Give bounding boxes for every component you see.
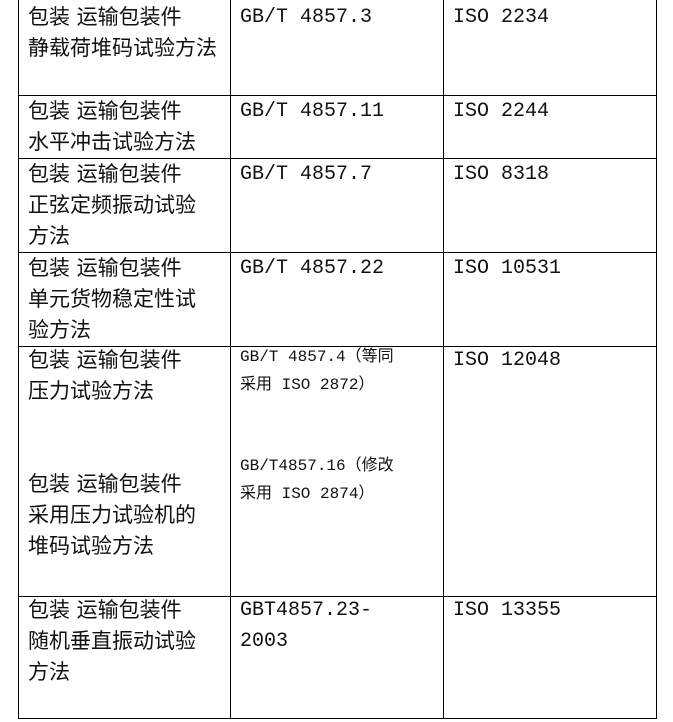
standard-name: 包装 运输包装件 压力试验方法 <box>28 348 182 403</box>
table-row: 包装 运输包装件 随机垂直振动试验 方法 GBT4857.23- 2003 IS… <box>18 597 657 719</box>
standards-table: 包装 运输包装件 静载荷堆码试验方法 GB/T 4857.3 ISO 2234 … <box>18 0 657 719</box>
standard-name: 包装 运输包装件 随机垂直振动试验 方法 <box>28 598 196 684</box>
gb-code-cell: GB/T 4857.4（等同 采用 ISO 2872） GB/T4857.16（… <box>230 347 443 596</box>
standard-name-cell: 包装 运输包装件 压力试验方法 包装 运输包装件 采用压力试验机的 堆码试验方法 <box>18 347 230 596</box>
iso-code-cell: ISO 2244 <box>443 96 657 158</box>
iso-code-cell: ISO 10531 <box>443 253 657 346</box>
gb-code: GB/T 4857.3 <box>240 6 373 29</box>
standard-name-secondary: 包装 运输包装件 采用压力试验机的 堆码试验方法 <box>28 472 196 558</box>
standard-name: 包装 运输包装件 单元货物稳定性试 验方法 <box>28 256 196 342</box>
gb-code-cell: GB/T 4857.22 <box>230 253 443 346</box>
table-row: 包装 运输包装件 水平冲击试验方法 GB/T 4857.11 ISO 2244 <box>18 96 657 159</box>
gb-code: GB/T 4857.7 <box>240 163 373 186</box>
gb-code: GB/T 4857.22 <box>240 257 385 280</box>
standard-name-cell: 包装 运输包装件 静载荷堆码试验方法 <box>18 0 230 95</box>
table-row: 包装 运输包装件 压力试验方法 包装 运输包装件 采用压力试验机的 堆码试验方法… <box>18 347 657 597</box>
gb-code-cell: GB/T 4857.11 <box>230 96 443 158</box>
standard-name: 包装 运输包装件 水平冲击试验方法 <box>28 99 196 154</box>
iso-code-cell: ISO 12048 <box>443 347 657 596</box>
table-row: 包装 运输包装件 单元货物稳定性试 验方法 GB/T 4857.22 ISO 1… <box>18 253 657 347</box>
gb-code-cell: GBT4857.23- 2003 <box>230 597 443 718</box>
gb-code-cell: GB/T 4857.7 <box>230 159 443 252</box>
standard-name-cell: 包装 运输包装件 随机垂直振动试验 方法 <box>18 597 230 718</box>
iso-code-cell: ISO 2234 <box>443 0 657 95</box>
gb-code-cell: GB/T 4857.3 <box>230 0 443 95</box>
iso-code: ISO 2244 <box>453 100 550 123</box>
standard-name-cell: 包装 运输包装件 单元货物稳定性试 验方法 <box>18 253 230 346</box>
table-row: 包装 运输包装件 静载荷堆码试验方法 GB/T 4857.3 ISO 2234 <box>18 0 657 96</box>
gb-code-secondary: GB/T4857.16（修改 采用 ISO 2874） <box>240 457 394 503</box>
gb-code: GB/T 4857.11 <box>240 100 385 123</box>
standard-name: 包装 运输包装件 正弦定频振动试验 方法 <box>28 162 196 248</box>
iso-code: ISO 8318 <box>453 163 550 186</box>
iso-code: ISO 12048 <box>453 349 562 372</box>
standard-name: 包装 运输包装件 静载荷堆码试验方法 <box>28 5 217 60</box>
iso-code: ISO 13355 <box>453 599 562 622</box>
iso-code: ISO 2234 <box>453 6 550 29</box>
standard-name-cell: 包装 运输包装件 水平冲击试验方法 <box>18 96 230 158</box>
gb-code: GBT4857.23- 2003 <box>240 599 373 653</box>
standard-name-cell: 包装 运输包装件 正弦定频振动试验 方法 <box>18 159 230 252</box>
iso-code-cell: ISO 13355 <box>443 597 657 718</box>
iso-code: ISO 10531 <box>453 257 562 280</box>
table-row: 包装 运输包装件 正弦定频振动试验 方法 GB/T 4857.7 ISO 831… <box>18 159 657 253</box>
iso-code-cell: ISO 8318 <box>443 159 657 252</box>
gb-code: GB/T 4857.4（等同 采用 ISO 2872） <box>240 348 394 394</box>
